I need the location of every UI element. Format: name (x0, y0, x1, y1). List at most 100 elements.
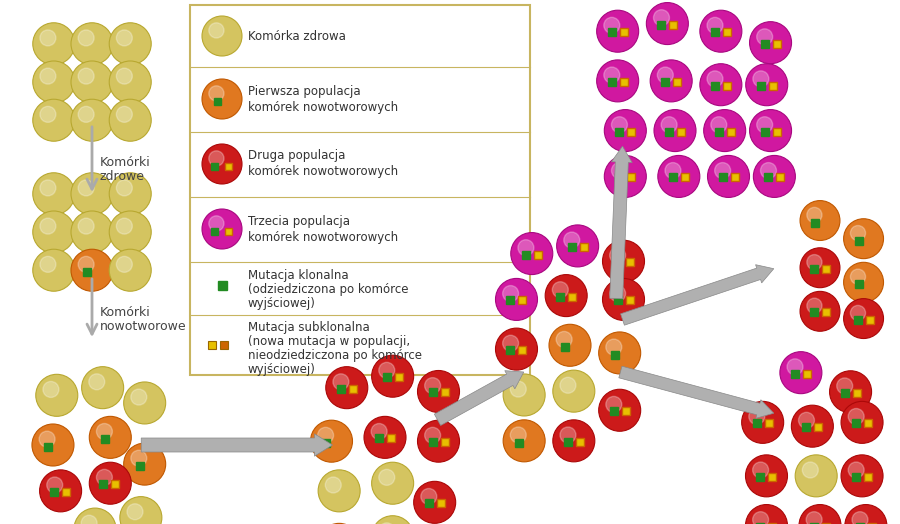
Circle shape (71, 173, 113, 215)
Text: Mutacja subklonalna: Mutacja subklonalna (248, 321, 370, 333)
Bar (760, 40, 769, 48)
Circle shape (653, 10, 670, 26)
Bar (803, 369, 811, 378)
Circle shape (843, 219, 884, 259)
Circle shape (39, 431, 55, 447)
Circle shape (602, 240, 644, 282)
Bar (864, 419, 872, 428)
Circle shape (123, 382, 166, 424)
Circle shape (78, 218, 94, 234)
Circle shape (796, 455, 837, 497)
Text: (nowa mutacja w populacji,: (nowa mutacja w populacji, (248, 334, 410, 347)
Circle shape (130, 389, 147, 405)
Bar (616, 127, 624, 136)
Circle shape (800, 291, 840, 331)
Circle shape (425, 427, 441, 443)
Bar (83, 268, 91, 276)
Bar (772, 40, 780, 48)
Circle shape (549, 324, 591, 366)
Circle shape (850, 225, 866, 241)
Bar (711, 28, 719, 36)
Bar (715, 127, 723, 136)
Circle shape (700, 64, 742, 106)
Bar (224, 162, 231, 169)
FancyArrow shape (141, 434, 332, 456)
Circle shape (606, 339, 622, 355)
Circle shape (116, 218, 132, 234)
Bar (507, 297, 515, 304)
Circle shape (414, 482, 455, 523)
Bar (349, 385, 356, 392)
Bar (757, 82, 765, 90)
Bar (382, 373, 391, 381)
Circle shape (800, 248, 840, 288)
Circle shape (711, 117, 727, 133)
Bar (665, 127, 673, 136)
Circle shape (780, 352, 822, 394)
Bar (723, 28, 731, 36)
Circle shape (753, 71, 769, 87)
Text: komórek nowotworowych: komórek nowotworowych (248, 231, 398, 244)
Bar (855, 237, 862, 245)
Bar (112, 480, 120, 488)
Circle shape (32, 424, 74, 466)
Circle shape (806, 208, 822, 223)
Bar (622, 407, 630, 415)
Bar (852, 389, 860, 397)
Circle shape (598, 332, 641, 374)
Bar (608, 28, 616, 36)
Bar (769, 82, 777, 90)
Circle shape (109, 99, 151, 141)
Bar (218, 280, 227, 289)
Circle shape (120, 497, 162, 524)
Circle shape (74, 508, 116, 524)
Circle shape (71, 61, 113, 103)
Circle shape (40, 218, 56, 234)
Circle shape (518, 239, 534, 256)
Bar (769, 473, 777, 481)
Circle shape (845, 505, 886, 524)
Bar (515, 439, 523, 447)
Bar (677, 127, 685, 136)
Circle shape (130, 450, 147, 466)
Bar (810, 522, 818, 524)
Bar (731, 173, 739, 181)
Circle shape (71, 23, 113, 65)
Circle shape (116, 30, 132, 46)
Bar (856, 522, 864, 524)
Text: wyjściowej): wyjściowej) (248, 297, 316, 310)
Bar (803, 423, 810, 431)
Circle shape (47, 477, 63, 493)
Circle shape (560, 427, 576, 443)
Circle shape (89, 462, 131, 504)
Circle shape (123, 443, 166, 485)
Circle shape (750, 110, 792, 151)
Circle shape (32, 249, 75, 291)
Circle shape (606, 396, 622, 412)
Circle shape (650, 60, 692, 102)
Circle shape (553, 282, 568, 298)
Circle shape (425, 378, 441, 394)
Bar (211, 162, 218, 169)
Circle shape (202, 16, 242, 56)
Bar (614, 297, 622, 304)
Text: zdrowe: zdrowe (100, 169, 145, 182)
Text: Pierwsza populacja: Pierwsza populacja (248, 84, 361, 97)
Circle shape (379, 362, 395, 378)
Bar (394, 373, 402, 381)
Bar (673, 78, 681, 86)
Bar (711, 82, 719, 90)
Circle shape (209, 216, 224, 231)
Circle shape (852, 512, 868, 524)
Circle shape (372, 462, 414, 504)
Circle shape (752, 462, 769, 478)
Circle shape (372, 516, 414, 524)
Circle shape (830, 371, 871, 413)
Circle shape (553, 370, 595, 412)
Circle shape (556, 225, 599, 267)
Bar (822, 265, 830, 272)
Circle shape (597, 60, 639, 102)
Bar (608, 78, 616, 86)
Circle shape (109, 61, 151, 103)
Bar (810, 308, 818, 316)
